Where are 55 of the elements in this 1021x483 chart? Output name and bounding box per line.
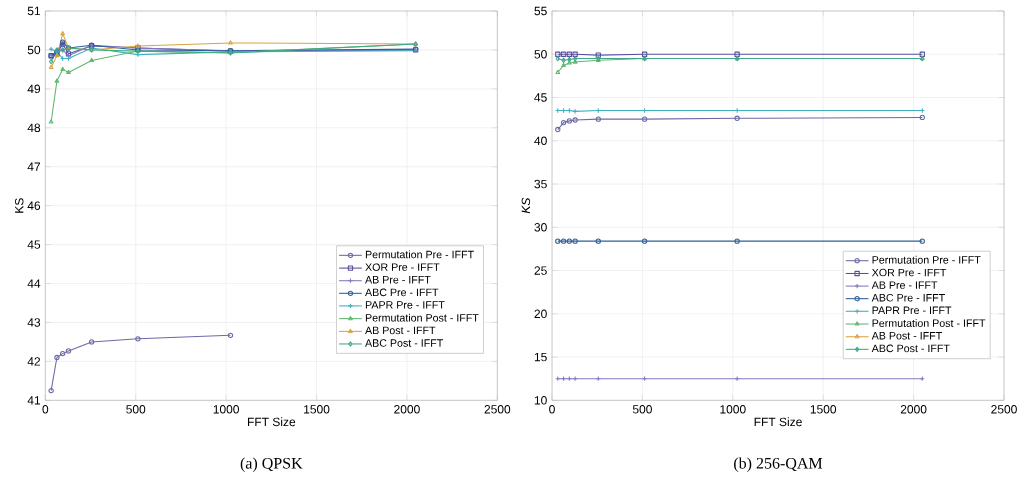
legend-label: ABC Pre - IFFT [365,288,439,297]
legend-label: Permutation Pre - IFFT [365,250,474,259]
x-tick-label: 1500 [304,405,330,414]
y-tick-label: 15 [534,352,547,362]
y-tick-label: 48 [27,123,41,133]
y-tick-label: 51 [27,6,41,16]
x-tick-label: 2500 [991,405,1017,414]
y-tick-label: 49 [27,84,41,94]
y-tick-label: 45 [27,240,41,249]
legend-label: Permutation Pre - IFFT [872,255,981,264]
x-tick-label: 2500 [484,405,511,414]
legend-label: AB Post - IFFT [871,332,942,340]
y-tick-label: 47 [27,162,41,171]
legend-label: PAPR Pre - IFFT [872,306,952,315]
y-tick-label: 50 [534,50,547,59]
x-axis-title: FFT Size [754,417,802,427]
y-axis-title: KS [521,197,531,214]
legend-label: AB Pre - IFFT [871,281,938,289]
y-tick-label: 55 [534,6,547,16]
y-tick-label: 43 [27,318,41,327]
x-tick-label: 0 [549,405,555,414]
text: (b) 256-QAM [734,457,823,472]
y-tick-label: 30 [534,223,547,232]
x-tick-label: 1500 [810,405,837,414]
legend-label: PAPR Pre - IFFT [365,301,445,309]
x-tick-label: 500 [632,405,652,414]
legend-label: Permutation Post - IFFT [872,319,986,327]
x-axis-title: FFT Size [247,417,296,427]
x-tick-label: 0 [42,405,49,414]
y-tick-label: 10 [534,396,547,405]
legend-label: ABC Pre - IFFT [871,293,945,302]
x-tick-label: 500 [126,405,146,414]
y-tick-label: 41 [27,396,41,405]
y-tick-label: 25 [534,266,547,275]
y-tick-label: 35 [534,179,547,189]
legend-label: XOR Pre - IFFT [871,268,947,277]
text: (a) QPSK [240,457,303,472]
y-tick-label: 46 [27,201,41,210]
y-tick-label: 40 [534,136,547,146]
y-tick-label: 20 [534,309,547,319]
legend-label: XOR Pre - IFFT [365,263,440,271]
legend-label: ABC Post - IFFT [871,344,950,353]
legend-label: AB Pre - IFFT [365,276,431,284]
y-tick-label: 42 [27,357,41,366]
y-tick-label: 44 [27,279,41,288]
x-tick-label: 2000 [394,405,420,414]
x-tick-label: 1000 [213,405,240,414]
y-tick-label: 45 [534,93,547,102]
legend-label: ABC Post - IFFT [365,339,444,347]
x-tick-label: 2000 [900,405,927,414]
y-axis-title: KS [14,198,24,213]
legend-label: Permutation Post - IFFT [365,313,479,322]
x-tick-label: 1000 [720,405,746,414]
y-tick-label: 50 [27,45,41,55]
legend-label: AB Post - IFFT [365,326,436,335]
